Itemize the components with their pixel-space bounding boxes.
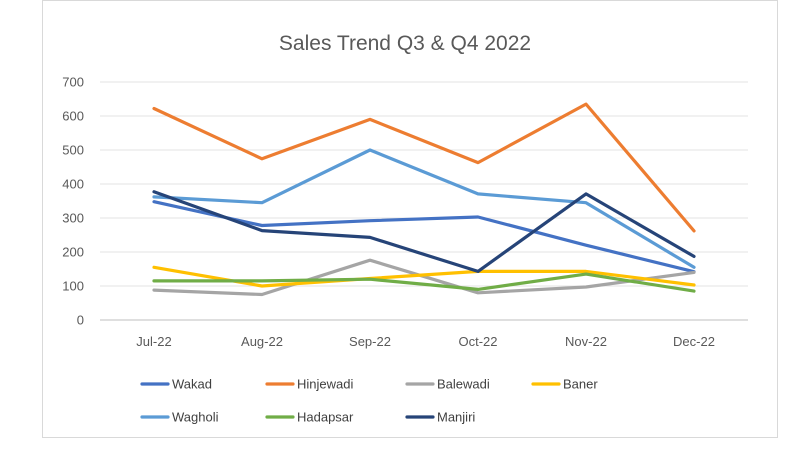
y-axis: 0 100 200 300 400 500 600 700	[62, 75, 84, 328]
series-line-hadapsar	[152, 272, 696, 293]
legend-item-wakad: Wakad	[140, 377, 212, 392]
series-line-hinjewadi	[152, 102, 696, 233]
x-tick-label: Jul-22	[136, 334, 171, 349]
series-line-manjiri	[152, 190, 696, 273]
series-line-wakad	[152, 200, 696, 274]
y-tick-label: 600	[62, 109, 84, 124]
legend-label: Balewadi	[437, 377, 490, 392]
legend-label: Wakad	[172, 377, 212, 392]
legend-item-baner: Baner	[531, 377, 598, 392]
legend-label: Baner	[563, 377, 598, 392]
legend-item-hinjewadi: Hinjewadi	[265, 377, 353, 392]
y-tick-label: 200	[62, 245, 84, 260]
x-tick-label: Dec-22	[673, 334, 715, 349]
legend-item-hadapsar: Hadapsar	[265, 410, 354, 425]
x-axis: Jul-22 Aug-22 Sep-22 Oct-22 Nov-22 Dec-22	[136, 334, 715, 349]
legend-item-wagholi: Wagholi	[140, 410, 219, 425]
x-tick-label: Oct-22	[458, 334, 497, 349]
grid	[100, 81, 748, 321]
legend-item-balewadi: Balewadi	[405, 377, 490, 392]
y-tick-label: 700	[62, 75, 84, 90]
y-tick-label: 100	[62, 279, 84, 294]
y-tick-label: 400	[62, 177, 84, 192]
series-lines	[152, 102, 696, 297]
legend-label: Hinjewadi	[297, 377, 353, 392]
series-line-baner	[152, 265, 696, 288]
legend: Wakad Hinjewadi Balewadi Baner Wagholi Hadaps…	[140, 377, 598, 425]
x-tick-label: Nov-22	[565, 334, 607, 349]
x-tick-label: Aug-22	[241, 334, 283, 349]
legend-label: Hadapsar	[297, 410, 354, 425]
y-tick-label: 500	[62, 143, 84, 158]
y-tick-label: 0	[77, 313, 84, 328]
legend-label: Wagholi	[172, 410, 219, 425]
legend-label: Manjiri	[437, 410, 475, 425]
legend-item-manjiri: Manjiri	[405, 410, 475, 425]
x-tick-label: Sep-22	[349, 334, 391, 349]
series-line-wagholi	[152, 148, 696, 269]
y-tick-label: 300	[62, 211, 84, 226]
chart-title: Sales Trend Q3 & Q4 2022	[279, 32, 531, 55]
